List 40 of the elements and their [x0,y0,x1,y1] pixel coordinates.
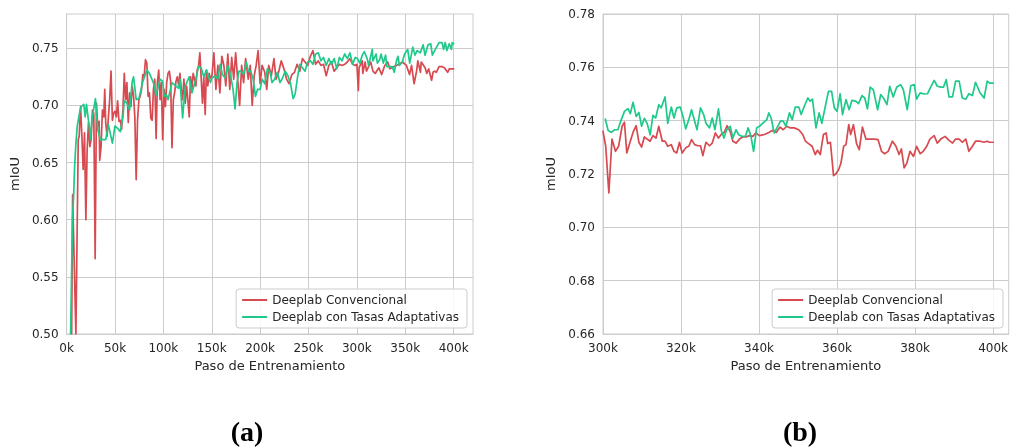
line-series [604,78,994,153]
x-tick-label: 200k [245,341,276,355]
y-tick-label: 0.68 [568,273,595,288]
y-tick-label: 0.75 [31,41,59,56]
legend-label: Deeplab con Tasas Adaptativas [808,310,996,324]
y-tick-label: 0.72 [568,167,595,181]
x-tick-label: 400k [438,341,469,355]
text: (a) [230,415,264,447]
y-tick-label: 0.76 [568,60,595,75]
legend-label: Deeplab con Tasas Adaptativas [272,310,460,324]
x-tick-label: 380k [900,341,931,355]
x-tick-label: 0k [59,341,74,355]
x-axis-title: Paso de Entrenamiento [730,357,882,373]
y-tick-label: 0.65 [31,155,59,170]
x-axis-title: Paso de Entrenamiento [194,357,346,373]
y-axis-title: mIoU [7,157,22,191]
x-tick-label: 150k [196,341,227,355]
x-tick-label: 250k [293,341,324,355]
y-tick-label: 0.78 [568,7,595,21]
y-tick-label: 0.50 [31,327,59,341]
legend-label: Deeplab Convencional [272,293,407,307]
x-tick-label: 300k [341,341,372,355]
line-series [602,121,994,194]
y-axis-title: mIoU [543,157,559,191]
y-tick-label: 0.60 [31,212,59,227]
x-tick-label: 300k [588,341,618,355]
y-tick-label: 0.74 [568,113,595,128]
y-tick-label: 0.70 [568,220,595,235]
x-tick-label: 320k [666,341,696,355]
x-tick-label: 50k [103,341,127,355]
y-tick-label: 0.70 [31,98,59,113]
y-tick-label: 0.55 [31,269,59,284]
x-tick-label: 350k [390,341,421,355]
x-tick-label: 360k [822,341,853,355]
y-tick-label: 0.66 [568,327,595,341]
x-tick-label: 100k [148,341,179,355]
text: (b) [782,415,818,447]
x-tick-label: 340k [744,341,774,355]
legend-label: Deeplab Convencional [808,293,943,307]
x-tick-label: 400k [978,341,1009,355]
